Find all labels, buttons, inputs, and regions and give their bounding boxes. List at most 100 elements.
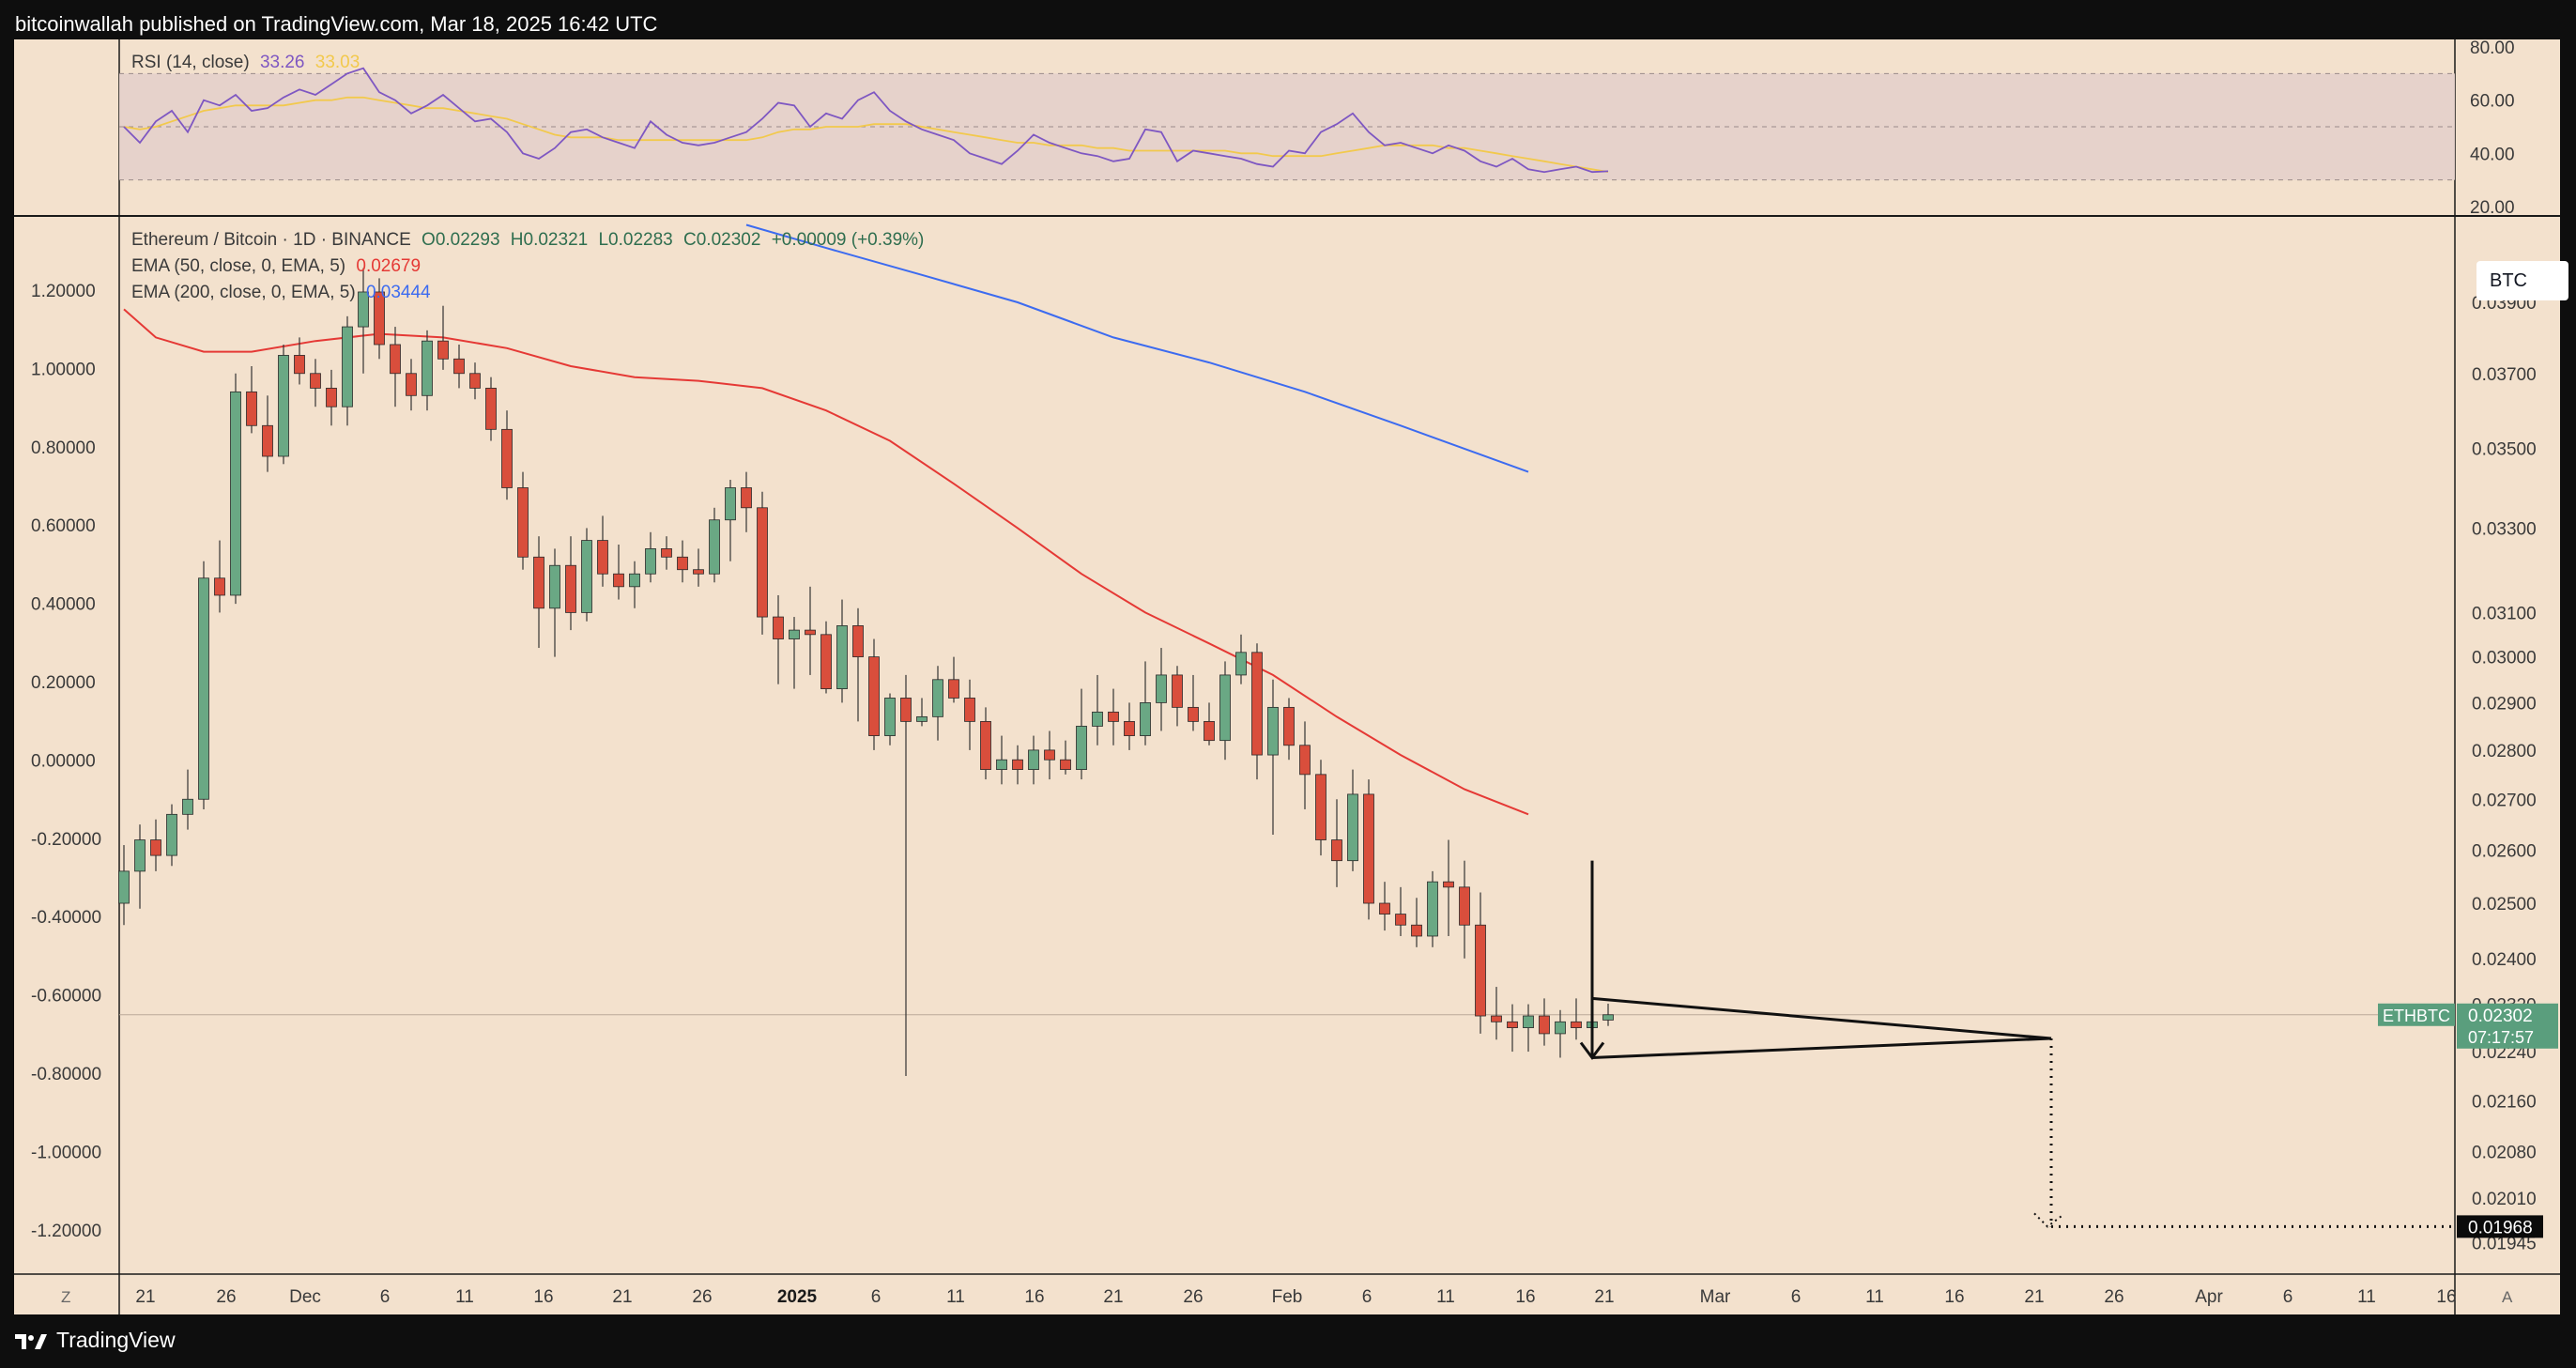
candle-down <box>677 556 688 571</box>
candle-down <box>246 391 257 426</box>
candle-down <box>262 424 273 457</box>
candle-down <box>1395 914 1406 926</box>
right-axis-tick: 0.02500 <box>2472 895 2537 915</box>
candle-up <box>1140 702 1151 736</box>
candle-up <box>1219 674 1231 742</box>
candle-down <box>310 373 321 389</box>
candle-down <box>326 388 337 407</box>
candle-down <box>1283 706 1295 746</box>
candle-up <box>1602 1014 1614 1021</box>
rsi-ma-line <box>123 96 1609 173</box>
x-axis-tick: 16 <box>533 1287 553 1307</box>
pennant-upper-line <box>1591 996 2052 1040</box>
candle-down <box>1491 1015 1502 1022</box>
candle-up <box>1427 881 1438 937</box>
candle-down <box>1331 839 1342 862</box>
right-axis-tick: 0.02080 <box>2472 1144 2537 1163</box>
candle-down <box>773 616 784 639</box>
candle-up <box>836 625 848 689</box>
ohlc-open: O0.02293 <box>422 230 500 250</box>
candle-down <box>1475 924 1486 1017</box>
ema200-value: 0.03444 <box>365 283 431 302</box>
right-axis-tick: 0.03100 <box>2472 604 2537 623</box>
rsi-value: 33.26 <box>259 53 305 72</box>
tradingview-logo[interactable]: TradingView <box>15 1328 176 1353</box>
candle-down <box>661 548 672 558</box>
price-tag-text: 0.02302 <box>2468 1007 2533 1026</box>
right-axis-tick: 0.02400 <box>2472 950 2537 970</box>
candle-down <box>1108 711 1119 722</box>
candle-up <box>709 519 720 575</box>
rsi-line <box>123 67 1609 174</box>
right-axis-tick: 0.03500 <box>2472 440 2537 460</box>
left-axis-tick: 1.20000 <box>31 282 96 301</box>
price-chart[interactable]: 80.00 60.00 40.00 20.00 1.20000 1.00000 0.8000… <box>14 39 2560 1314</box>
chart-frame: 80.00 60.00 40.00 20.00 1.20000 1.00000 0.8000… <box>14 39 2568 1314</box>
right-axis-tick: 0.03700 <box>2472 365 2537 385</box>
candle-down <box>501 428 513 488</box>
candle-down <box>1459 886 1470 926</box>
left-axis-tick: -0.20000 <box>31 830 101 850</box>
left-axis-tick: 1.00000 <box>31 360 96 379</box>
right-axis-tick: 0.03300 <box>2472 519 2537 539</box>
left-axis-tick: -0.40000 <box>31 908 101 928</box>
candle-down <box>437 340 449 360</box>
auto-scale-button[interactable]: A <box>2502 1288 2513 1306</box>
candle-up <box>996 759 1007 771</box>
compare-symbol-box[interactable]: BTC <box>2476 261 2568 300</box>
candle-down <box>565 564 576 613</box>
candle-down <box>757 507 768 618</box>
x-axis-tick: 11 <box>455 1287 474 1307</box>
candle-down <box>406 373 417 396</box>
ema200-line <box>745 223 1529 473</box>
ohlc-high: H0.02321 <box>510 230 589 250</box>
candle-down <box>1060 759 1071 771</box>
candle-up <box>134 839 146 872</box>
candle-up <box>1092 711 1103 727</box>
projection-arrowhead <box>2033 1212 2063 1228</box>
candle-down <box>1315 774 1326 840</box>
right-axis-tick: 0.02800 <box>2472 742 2537 761</box>
x-axis-tick: 21 <box>612 1287 632 1307</box>
candle-up <box>932 679 943 717</box>
candle-down <box>533 556 544 609</box>
right-axis-tick: 0.02010 <box>2472 1190 2537 1209</box>
ohlc-close: C0.02302 <box>683 230 761 250</box>
x-axis-tick: 6 <box>871 1287 882 1307</box>
x-axis-tick: 16 <box>1944 1287 1964 1307</box>
candle-down <box>1379 902 1390 915</box>
symbol-title: Ethereum / Bitcoin · 1D · BINANCE <box>131 230 411 250</box>
x-axis-tick: Feb <box>1272 1287 1303 1307</box>
candle-down <box>1172 674 1183 708</box>
target-tag-bg <box>2457 1215 2543 1238</box>
x-axis-tick: 6 <box>2283 1287 2293 1307</box>
candle-down <box>741 487 752 509</box>
x-axis-tick: 16 <box>2436 1287 2456 1307</box>
candle-down <box>948 679 959 699</box>
left-axis-tick: 0.00000 <box>31 751 96 771</box>
candle-down <box>868 656 880 736</box>
x-axis-tick: Dec <box>289 1287 321 1307</box>
x-axis-tick: 11 <box>1865 1287 1884 1307</box>
rsi-axis-tick: 20.00 <box>2470 198 2515 218</box>
candle-up <box>1347 793 1358 862</box>
left-axis-tick: -0.80000 <box>31 1065 101 1084</box>
right-axis-tick: 0.02160 <box>2472 1092 2537 1112</box>
rsi-axis-tick: 80.00 <box>2470 39 2515 58</box>
candle-up <box>1028 749 1039 771</box>
x-axis-tick: 21 <box>1103 1287 1123 1307</box>
left-axis-tick: -1.00000 <box>31 1143 101 1162</box>
candle-down <box>390 344 401 375</box>
candle-down <box>1443 881 1454 888</box>
candle-down <box>597 540 608 575</box>
zoom-button[interactable]: Z <box>61 1288 71 1306</box>
target-tag-text: 0.01968 <box>2468 1218 2533 1237</box>
candle-up <box>166 813 177 856</box>
countdown-text: 07:17:57 <box>2468 1028 2534 1047</box>
candle-down <box>805 629 816 636</box>
ema50-line <box>123 308 1529 816</box>
right-axis-tick: 0.02600 <box>2472 842 2537 862</box>
x-axis-tick: 11 <box>946 1287 965 1307</box>
candle-up <box>278 355 289 457</box>
candle-up <box>422 340 433 396</box>
